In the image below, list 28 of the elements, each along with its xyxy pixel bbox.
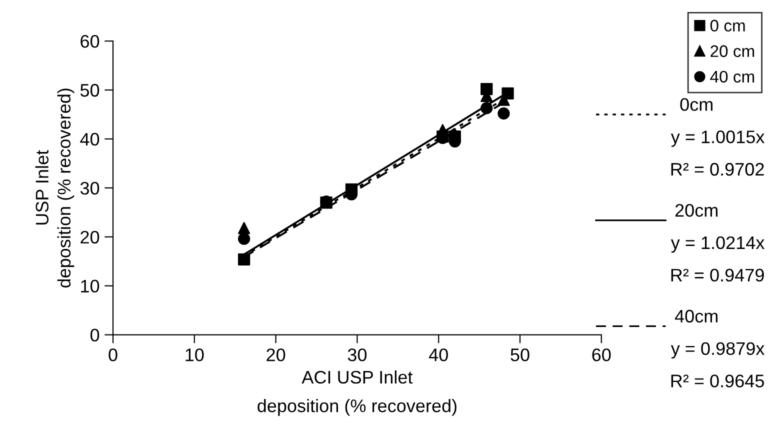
legend-label: 0 cm xyxy=(710,20,745,32)
y-tick-label: 0 xyxy=(90,328,100,342)
x-tick-label: 50 xyxy=(510,348,530,362)
x-tick-label: 0 xyxy=(108,348,118,362)
text: R² = 0.9645 xyxy=(671,374,764,388)
legend-label: 40 cm xyxy=(710,70,754,83)
text: y = 1.0015x xyxy=(670,130,765,147)
text: y = 0.9879x xyxy=(670,342,765,359)
y-tick-label: 10 xyxy=(81,280,100,293)
legend-label: 40cm xyxy=(674,310,718,323)
text: R² = 0.9479 xyxy=(671,268,764,282)
text: R² = 0.9702 xyxy=(671,162,764,176)
y-tick-label: 40 xyxy=(80,132,100,146)
legend-label: 20 cm xyxy=(710,45,754,58)
x-tick-label: 40 xyxy=(428,348,448,362)
legend-label: 20cm xyxy=(675,204,718,217)
y-tick-label: 30 xyxy=(80,182,100,195)
x-tick-label: 20 xyxy=(266,348,286,362)
y-axis-title: USP Inlet deposition (% recovered) xyxy=(35,88,74,288)
legend-label: 0cm xyxy=(680,98,712,111)
y-tick-label: 60 xyxy=(80,34,100,48)
x-tick-label: 60 xyxy=(592,348,611,362)
x-tick-label: 10 xyxy=(186,348,204,362)
y-tick-label: 20 xyxy=(80,230,100,244)
x-axis-title: ACI USP Inlet deposition (% recovered) xyxy=(258,370,456,416)
text: y = 1.0214x xyxy=(670,236,765,253)
y-tick-label: 50 xyxy=(80,84,100,97)
x-tick-label: 30 xyxy=(348,348,367,362)
